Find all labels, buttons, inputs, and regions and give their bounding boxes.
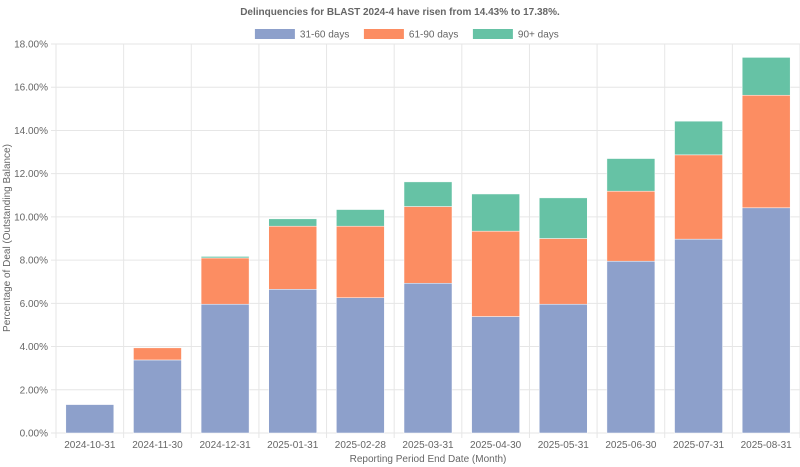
bar-segment-90-days[interactable] <box>471 193 520 232</box>
bar-segment-61-90-days[interactable] <box>741 94 791 209</box>
legend-swatch <box>472 29 513 39</box>
legend: 31-60 days 61-90 days 90+ days <box>254 29 559 41</box>
x-tick-label: 2024-10-31 <box>64 440 116 451</box>
chart-title: Delinquencies for BLAST 2024-4 have rise… <box>240 7 560 18</box>
legend-label: 61-90 days <box>409 30 458 41</box>
legend-item[interactable]: 31-60 days <box>254 29 349 41</box>
bar-segment-61-90-days[interactable] <box>268 225 317 290</box>
bar-segment-61-90-days[interactable] <box>606 190 656 262</box>
bar-segment-31-60-days[interactable] <box>606 260 656 434</box>
legend-item[interactable]: 61-90 days <box>363 29 458 41</box>
x-axis-ticks: 2024-10-31 2024-11-30 2024-12-31 2025-01-31… <box>64 440 792 451</box>
bar-segment-31-60-days[interactable] <box>133 359 182 434</box>
bar-segment-61-90-days[interactable] <box>403 206 453 284</box>
y-tick-label: 0.00% <box>20 429 48 440</box>
bar-segment-90-days[interactable] <box>200 256 250 259</box>
x-tick-label: 2024-11-30 <box>132 440 183 451</box>
y-tick-label: 8.00% <box>20 256 48 267</box>
y-tick-label: 16.00% <box>14 83 48 94</box>
bar-segment-31-60-days[interactable] <box>403 282 453 434</box>
y-axis-title: Percentage of Deal (Outstanding Balance) <box>2 144 13 332</box>
y-tick-label: 18.00% <box>14 40 48 51</box>
legend-swatch <box>363 29 404 39</box>
bar-segment-31-60-days[interactable] <box>539 303 588 434</box>
legend-label: 31-60 days <box>300 30 349 41</box>
bar-segment-31-60-days[interactable] <box>336 297 385 434</box>
bar-segment-31-60-days[interactable] <box>741 207 791 434</box>
bar-segment-90-days[interactable] <box>403 181 453 207</box>
legend-label: 90+ days <box>518 30 559 41</box>
bar-segment-31-60-days[interactable] <box>268 289 317 434</box>
bar-segment-90-days[interactable] <box>268 218 317 227</box>
bar-segment-31-60-days[interactable] <box>471 316 520 434</box>
bar-segment-61-90-days[interactable] <box>200 257 250 305</box>
x-axis-title: Reporting Period End Date (Month) <box>350 454 507 465</box>
bar-segment-90-days[interactable] <box>606 158 656 192</box>
bar-segment-61-90-days[interactable] <box>674 154 723 240</box>
y-tick-label: 2.00% <box>20 385 48 396</box>
bar-segment-90-days[interactable] <box>741 57 791 96</box>
bar-segment-31-60-days[interactable] <box>200 303 250 434</box>
x-tick-label: 2025-05-31 <box>538 440 590 451</box>
x-tick-label: 2025-04-30 <box>470 440 522 451</box>
x-tick-label: 2025-07-31 <box>673 440 725 451</box>
y-tick-label: 12.00% <box>14 169 48 180</box>
y-tick-label: 4.00% <box>20 342 48 353</box>
x-tick-label: 2025-02-28 <box>335 440 387 451</box>
bars <box>65 57 791 434</box>
y-axis-ticks: 0.00% 2.00% 4.00% 6.00% 8.00% 10.00% 12.00% 14.… <box>14 40 48 440</box>
legend-swatch <box>254 29 295 39</box>
legend-item[interactable]: 90+ days <box>472 29 559 41</box>
x-tick-label: 2025-03-31 <box>402 440 454 451</box>
x-tick-label: 2025-06-30 <box>605 440 657 451</box>
bar-segment-90-days[interactable] <box>674 120 723 156</box>
y-tick-label: 6.00% <box>20 299 48 310</box>
x-tick-label: 2025-01-31 <box>267 440 319 451</box>
bar-segment-61-90-days[interactable] <box>471 230 520 317</box>
bar-segment-90-days[interactable] <box>336 209 385 227</box>
bar-segment-61-90-days[interactable] <box>539 238 588 305</box>
x-tick-label: 2025-08-31 <box>741 440 793 451</box>
y-tick-label: 14.00% <box>14 126 48 137</box>
bar-segment-31-60-days[interactable] <box>674 238 723 434</box>
bar-segment-31-60-days[interactable] <box>65 404 115 434</box>
bar-segment-61-90-days[interactable] <box>336 225 385 298</box>
x-tick-label: 2024-12-31 <box>200 440 252 451</box>
bar-segment-90-days[interactable] <box>539 197 588 239</box>
y-tick-label: 10.00% <box>14 212 48 223</box>
bar-segment-61-90-days[interactable] <box>133 347 182 361</box>
